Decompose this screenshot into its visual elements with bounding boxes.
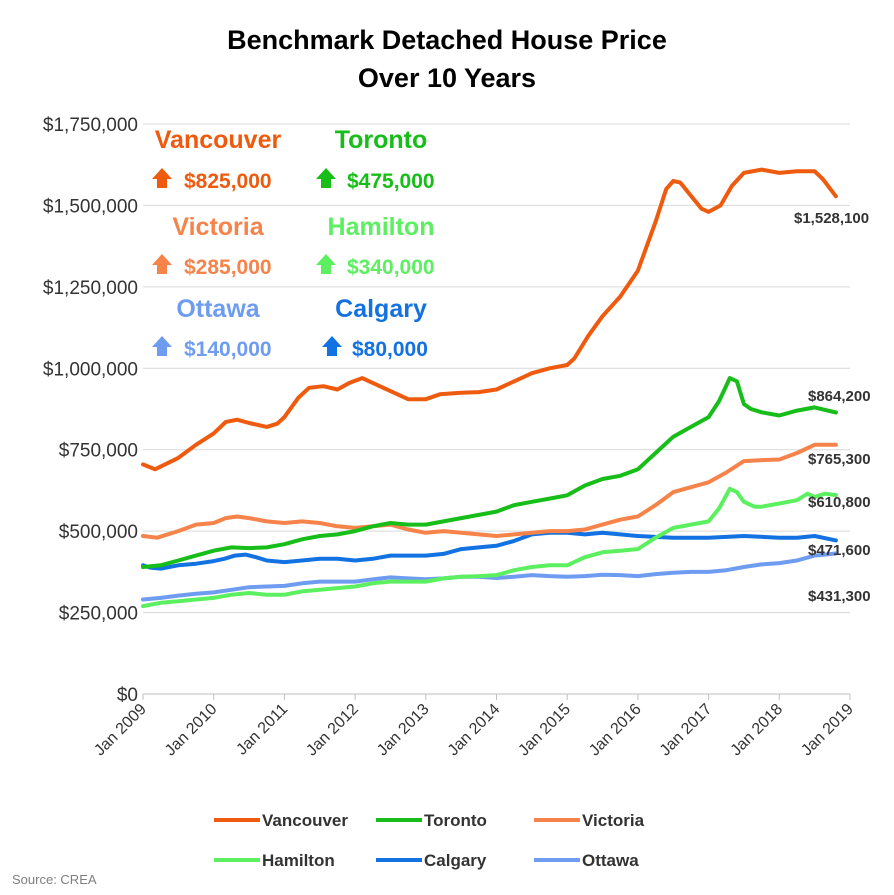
annotation-change-toronto: $475,000 <box>347 170 435 193</box>
annotation-city-calgary: Calgary <box>335 295 427 323</box>
y-axis: $0$250,000$500,000$750,000$1,000,000$1,2… <box>43 115 138 706</box>
x-tick-label: Jan 2016 <box>586 701 645 760</box>
up-arrow-icon <box>316 254 336 274</box>
legend-label-victoria: Victoria <box>582 811 645 830</box>
legend-label-hamilton: Hamilton <box>262 851 335 870</box>
x-tick-label: Jan 2014 <box>445 701 504 760</box>
x-tick-label: Jan 2009 <box>91 701 150 760</box>
annotation-change-hamilton: $340,000 <box>347 256 435 279</box>
up-arrow-icon <box>316 168 336 188</box>
y-tick-label: $1,250,000 <box>43 278 138 299</box>
x-tick-label: Jan 2012 <box>303 701 362 760</box>
annotation-city-ottawa: Ottawa <box>176 295 260 323</box>
x-tick-label: Jan 2010 <box>162 701 221 760</box>
annotation-city-hamilton: Hamilton <box>328 213 435 241</box>
x-tick-label: Jan 2015 <box>515 701 574 760</box>
end-label-ottawa: $431,300 <box>808 588 871 605</box>
annotation-city-vancouver: Vancouver <box>155 126 282 154</box>
up-arrow-icon <box>152 254 172 274</box>
up-arrow-icon <box>152 336 172 356</box>
up-arrow-icon <box>322 336 342 356</box>
annotation-change-vancouver: $825,000 <box>184 170 272 193</box>
source-note: Source: CREA <box>12 872 97 887</box>
end-label-victoria: $765,300 <box>808 451 871 468</box>
legend-label-toronto: Toronto <box>424 811 487 830</box>
end-label-hamilton: $610,800 <box>808 494 871 511</box>
annotation-change-ottawa: $140,000 <box>184 338 272 361</box>
legend: Vancouver Toronto Victoria Hamilton Calgary O… <box>214 811 645 870</box>
x-tick-label: Jan 2017 <box>657 701 716 760</box>
x-tick-label: Jan 2018 <box>728 701 787 760</box>
end-label-vancouver: $1,528,100 <box>794 210 869 227</box>
chart-title-line-1: Benchmark Detached House Price <box>227 25 667 55</box>
gridlines <box>143 124 850 613</box>
y-tick-label: $1,000,000 <box>43 359 138 380</box>
x-tick-label: Jan 2019 <box>798 701 857 760</box>
end-label-toronto: $864,200 <box>808 388 871 405</box>
up-arrow-icon <box>152 168 172 188</box>
annotation-change-calgary: $80,000 <box>352 338 428 361</box>
annotation-city-toronto: Toronto <box>335 126 428 154</box>
y-tick-label: $500,000 <box>59 522 138 543</box>
change-annotations: Vancouver $825,000 Toronto $475,000 Victoria… <box>152 126 435 361</box>
y-tick-label: $1,500,000 <box>43 196 138 217</box>
annotation-city-victoria: Victoria <box>172 213 264 241</box>
series-line-calgary <box>143 533 836 569</box>
legend-label-calgary: Calgary <box>424 851 487 870</box>
series-line-toronto <box>143 378 836 567</box>
end-label-calgary: $471,600 <box>808 542 871 559</box>
annotation-change-victoria: $285,000 <box>184 256 272 279</box>
chart-title-line-2: Over 10 Years <box>358 63 536 93</box>
legend-label-vancouver: Vancouver <box>262 811 348 830</box>
legend-label-ottawa: Ottawa <box>582 851 639 870</box>
x-axis: Jan 2009Jan 2010Jan 2011Jan 2012Jan 2013… <box>91 694 857 759</box>
x-tick-label: Jan 2013 <box>374 701 433 760</box>
y-tick-label: $250,000 <box>59 604 138 625</box>
x-tick-label: Jan 2011 <box>233 701 291 759</box>
y-tick-label: $1,750,000 <box>43 115 138 136</box>
y-tick-label: $750,000 <box>59 441 138 462</box>
